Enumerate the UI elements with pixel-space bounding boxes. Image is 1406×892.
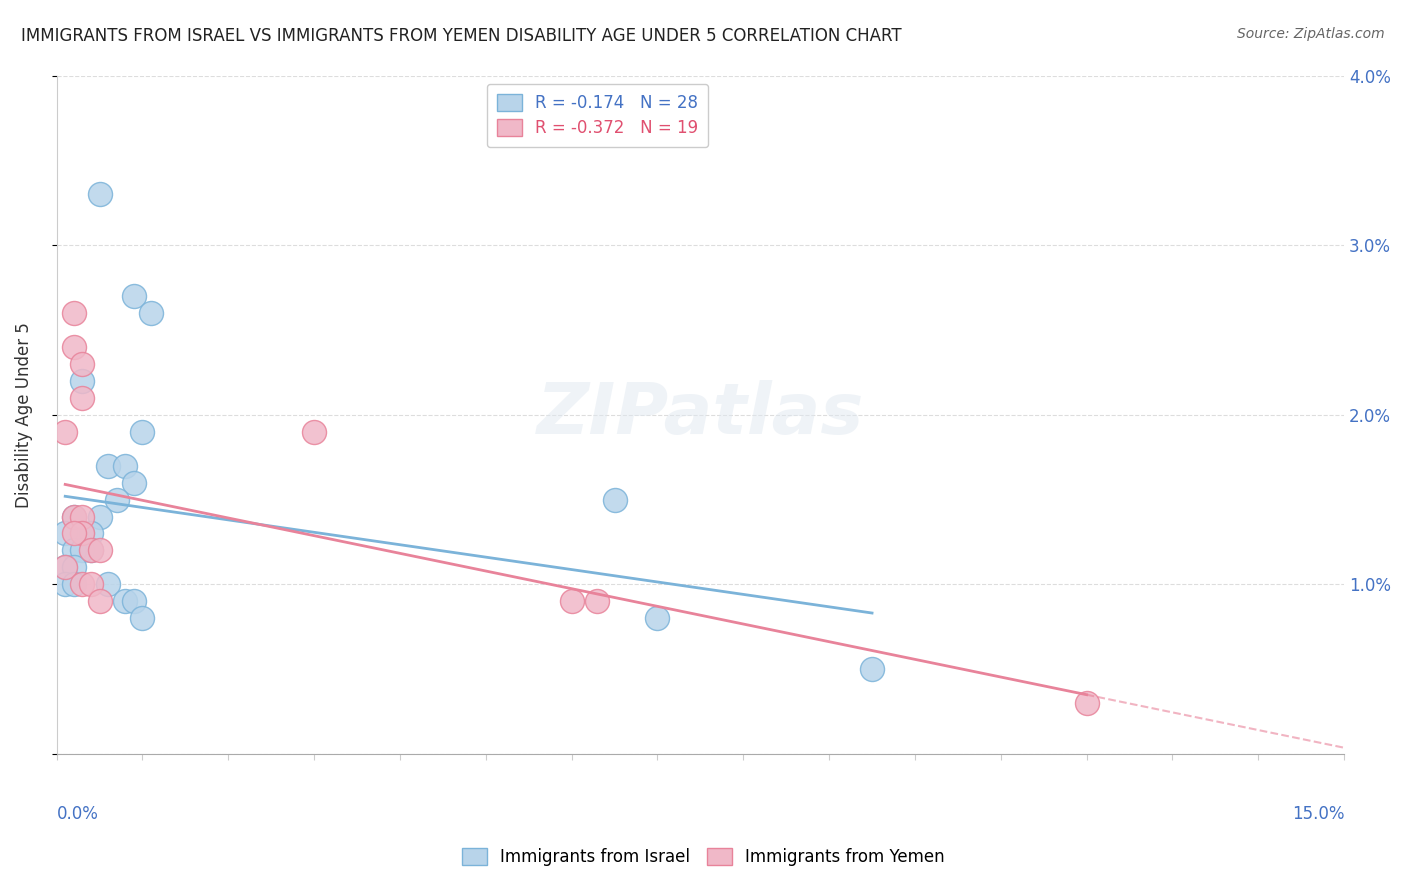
Text: ZIPatlas: ZIPatlas [537, 380, 865, 450]
Point [89, 543, 111, 558]
Point [72, 526, 94, 541]
Point [131, 611, 153, 625]
Point [1076, 696, 1098, 710]
Point [80, 543, 103, 558]
Point [114, 594, 136, 608]
Point [97, 577, 120, 591]
Point [105, 492, 128, 507]
Point [72, 543, 94, 558]
Legend: R = -0.174   N = 28, R = -0.372   N = 19: R = -0.174 N = 28, R = -0.372 N = 19 [486, 84, 709, 147]
Point [80, 543, 103, 558]
Point [122, 289, 145, 303]
Point [80, 577, 103, 591]
Point [53, 560, 76, 574]
Point [53, 577, 76, 591]
Point [603, 492, 626, 507]
Point [72, 391, 94, 405]
Point [122, 594, 145, 608]
Point [62, 577, 84, 591]
Point [53, 425, 76, 439]
Point [131, 425, 153, 439]
Point [647, 611, 669, 625]
Point [122, 475, 145, 490]
Point [62, 509, 84, 524]
Text: 15.0%: 15.0% [1292, 805, 1344, 822]
Point [80, 526, 103, 541]
Text: 0.0%: 0.0% [56, 805, 98, 822]
Point [72, 374, 94, 388]
Y-axis label: Disability Age Under 5: Disability Age Under 5 [15, 322, 32, 508]
Text: Source: ZipAtlas.com: Source: ZipAtlas.com [1237, 27, 1385, 41]
Point [97, 458, 120, 473]
Point [72, 357, 94, 371]
Legend: Immigrants from Israel, Immigrants from Yemen: Immigrants from Israel, Immigrants from … [453, 840, 953, 875]
Point [139, 306, 162, 320]
Point [89, 187, 111, 202]
Point [62, 526, 84, 541]
Point [860, 662, 883, 676]
Point [72, 526, 94, 541]
Point [586, 594, 609, 608]
Point [53, 560, 76, 574]
Point [302, 425, 325, 439]
Point [89, 594, 111, 608]
Point [114, 458, 136, 473]
Point [89, 509, 111, 524]
Point [62, 543, 84, 558]
Point [72, 577, 94, 591]
Point [62, 560, 84, 574]
Point [53, 526, 76, 541]
Point [62, 509, 84, 524]
Point [62, 306, 84, 320]
Point [72, 509, 94, 524]
Point [561, 594, 583, 608]
Text: IMMIGRANTS FROM ISRAEL VS IMMIGRANTS FROM YEMEN DISABILITY AGE UNDER 5 CORRELATI: IMMIGRANTS FROM ISRAEL VS IMMIGRANTS FRO… [21, 27, 901, 45]
Point [62, 340, 84, 354]
